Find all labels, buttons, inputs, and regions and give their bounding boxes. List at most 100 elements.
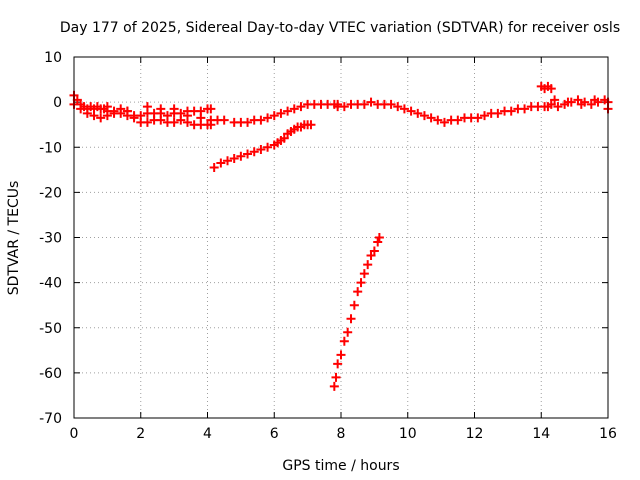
tick-layer: 0 2 4 6 8 10 12 14 16 10 0 -10 -20 -30 -40 -50 -60 -70 (39, 50, 617, 442)
data-point (283, 106, 293, 116)
data-point (102, 111, 112, 121)
data-point (586, 99, 596, 109)
data-point (363, 260, 373, 270)
data-point (196, 113, 206, 123)
plot-border (73, 56, 609, 419)
data-point (336, 350, 346, 360)
data-point (269, 111, 279, 121)
data-point (366, 97, 376, 107)
data-point (563, 97, 573, 107)
y-tick-label: -40 (39, 276, 62, 292)
data-point (590, 95, 600, 105)
data-series (536, 81, 556, 94)
data-point (439, 117, 449, 127)
data-point (223, 156, 233, 166)
data-point (236, 151, 246, 161)
data-point (96, 113, 106, 123)
data-point (209, 163, 219, 173)
data-point (546, 84, 556, 94)
data-point (573, 95, 583, 105)
data-point (339, 336, 349, 346)
data-point (419, 111, 429, 121)
data-point (353, 287, 363, 297)
data-series (209, 120, 316, 173)
y-tick-label: -10 (39, 140, 62, 156)
data-point (206, 104, 216, 114)
data-point (473, 113, 483, 123)
data-point (331, 372, 341, 382)
data-series (329, 233, 384, 391)
x-tick-label: 4 (203, 426, 212, 442)
y-tick-label: 0 (53, 95, 62, 111)
y-tick-label: -30 (39, 231, 62, 247)
x-tick-label: 10 (399, 426, 417, 442)
data-point (142, 102, 152, 112)
data-point (373, 237, 383, 247)
data-point (169, 104, 179, 114)
data-point (296, 102, 306, 112)
x-axis-label: GPS time / hours (282, 458, 399, 474)
data-point (553, 102, 563, 112)
data-point (426, 113, 436, 123)
data-point (229, 154, 239, 164)
data-point (406, 106, 416, 116)
data-point (576, 99, 586, 109)
chart-title: Day 177 of 2025, Sidereal Day-to-day VTE… (60, 20, 620, 36)
data-point (339, 102, 349, 112)
data-point (263, 113, 273, 123)
data-point (76, 104, 86, 114)
data-point (550, 95, 560, 105)
data-point (176, 115, 186, 125)
data-point (156, 115, 166, 125)
x-tick-label: 6 (270, 426, 279, 442)
data-point (72, 95, 82, 105)
data-point (386, 99, 396, 109)
data-point (480, 111, 490, 121)
data-point (82, 108, 92, 118)
data-point (520, 104, 530, 114)
data-point (369, 246, 379, 256)
data-point (374, 233, 384, 242)
data-point (356, 278, 366, 288)
x-tick-label: 2 (136, 426, 145, 442)
data-point (249, 147, 259, 157)
x-tick-label: 12 (466, 426, 484, 442)
data-series (102, 102, 216, 125)
series-layer (69, 81, 613, 391)
data-point (333, 359, 343, 369)
x-tick-label: 16 (599, 426, 617, 442)
data-point (346, 314, 356, 324)
grid-layer (73, 56, 609, 419)
data-series (69, 99, 216, 130)
data-point (182, 111, 192, 121)
data-point (219, 115, 229, 125)
data-point (343, 327, 353, 337)
data-point (243, 149, 253, 159)
data-series (546, 95, 613, 114)
data-point (546, 99, 556, 109)
data-point (89, 111, 99, 121)
data-point (349, 300, 359, 310)
data-point (433, 115, 443, 125)
x-tick-label: 14 (532, 426, 550, 442)
data-point (329, 381, 339, 391)
data-point (359, 99, 369, 109)
data-point (169, 117, 179, 127)
data-point (506, 106, 516, 116)
data-point (276, 108, 286, 118)
data-point (393, 102, 403, 112)
data-point (216, 158, 226, 168)
data-point (493, 108, 503, 118)
data-point (256, 115, 266, 125)
data-point (156, 104, 166, 114)
data-point (359, 269, 369, 279)
data-point (413, 108, 423, 118)
y-tick-label: -60 (39, 366, 62, 382)
data-point (142, 117, 152, 127)
y-tick-label: -70 (39, 411, 62, 427)
data-series (213, 99, 343, 127)
y-tick-label: -20 (39, 185, 62, 201)
data-point (243, 117, 253, 127)
data-point (366, 251, 376, 261)
